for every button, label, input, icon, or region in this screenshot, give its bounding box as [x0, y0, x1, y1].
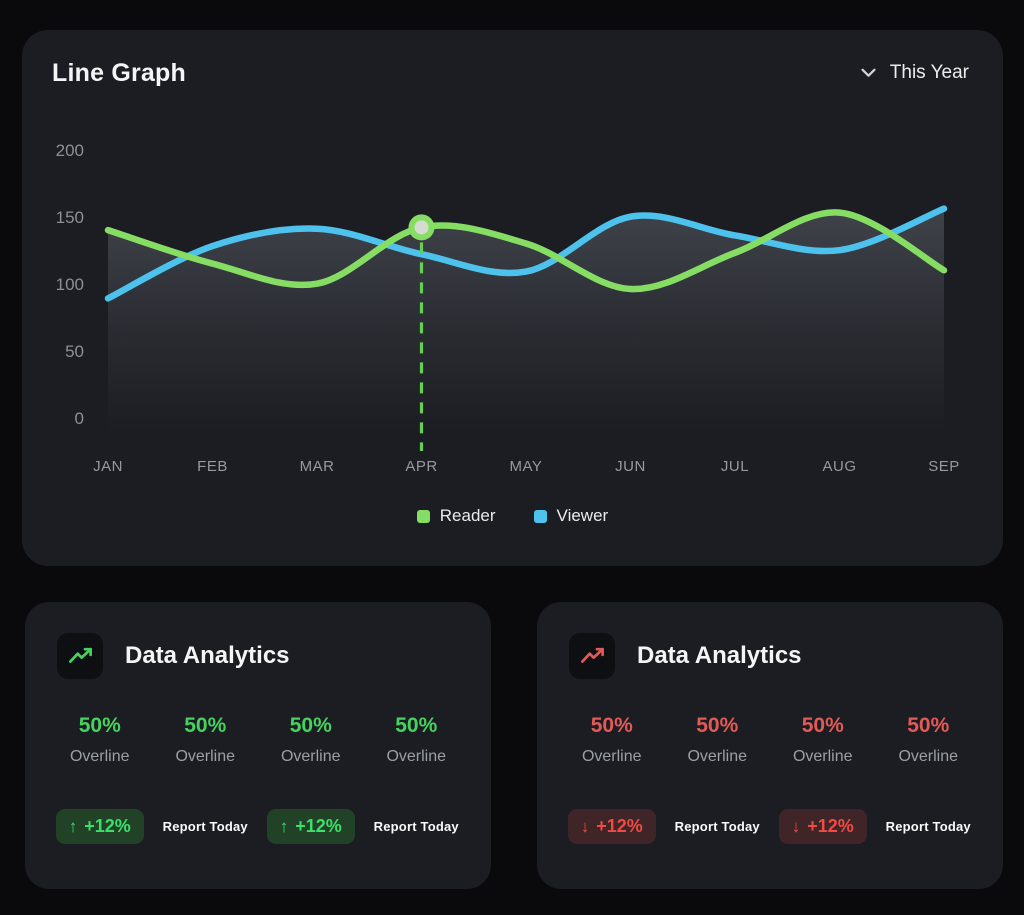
x-tick-label: SEP: [928, 458, 960, 475]
y-tick-label: 100: [55, 275, 84, 294]
card-title: Data Analytics: [125, 642, 290, 669]
stat-value: 50%: [696, 714, 739, 737]
period-label: This Year: [889, 62, 969, 83]
stat-label: Overline: [69, 748, 130, 765]
stat-label: Overline: [386, 748, 447, 765]
report-today-label: Report Today: [162, 818, 248, 834]
x-tick-label: AUG: [822, 458, 857, 475]
x-tick-label: JUL: [720, 458, 750, 475]
card-title: Data Analytics: [637, 642, 802, 669]
badge-text: +12%: [84, 815, 131, 836]
x-tick-label: MAR: [299, 458, 335, 475]
stat-value: 50%: [907, 714, 950, 737]
stat-label: Overline: [792, 748, 853, 765]
badge-text: +12%: [807, 815, 854, 836]
stat: 50% Overline: [665, 714, 771, 766]
analytics-card-negative: Data Analytics 50% Overline 50% Overline 50%…: [537, 602, 1003, 889]
legend-swatch: [416, 509, 430, 523]
reader-line: [104, 209, 948, 293]
y-tick-label: 0: [74, 409, 84, 428]
arrow-down-icon: ↓: [791, 816, 801, 836]
trend-line-icon: [569, 633, 615, 679]
y-tick-label: 50: [65, 342, 84, 361]
stat-label: Overline: [175, 748, 236, 765]
stat-label: Overline: [581, 748, 642, 765]
report-today-label: Report Today: [885, 818, 971, 834]
trend-badge[interactable]: ↑ +12%: [55, 808, 144, 844]
badge-text: +12%: [596, 815, 643, 836]
x-tick-label: MAY: [509, 458, 543, 475]
y-tick-label: 200: [55, 141, 84, 160]
stat-value: 50%: [289, 714, 332, 737]
stats-row: 50% Overline 50% Overline 50% Overline 50% Over…: [47, 714, 469, 766]
legend-item-reader[interactable]: Reader: [416, 506, 496, 526]
legend-swatch: [533, 509, 547, 523]
stat-value: 50%: [395, 714, 438, 737]
actions-row: ↑ +12% Report Today ↑ +12% Report Today: [47, 804, 469, 848]
x-tick-label: FEB: [197, 458, 228, 475]
arrow-up-icon: ↑: [68, 816, 78, 836]
stat-value: 50%: [184, 714, 227, 737]
actions-row: ↓ +12% Report Today ↓ +12% Report Today: [559, 804, 981, 848]
stat: 50% Overline: [876, 714, 982, 766]
x-tick-label: APR: [405, 458, 438, 475]
stat-label: Overline: [687, 748, 748, 765]
highlight-marker[interactable]: [408, 214, 435, 241]
stat: 50% Overline: [770, 714, 876, 766]
chevron-down-icon: [861, 68, 876, 77]
x-tick-label: JUN: [615, 458, 646, 475]
stat: 50% Overline: [364, 714, 470, 766]
legend-label: Reader: [439, 506, 496, 525]
card-header: Data Analytics: [57, 633, 290, 679]
trend-line-icon: [57, 633, 103, 679]
x-tick-label: JAN: [93, 458, 123, 475]
report-today-label: Report Today: [674, 818, 760, 834]
chart-header: Line Graph This Year: [52, 56, 971, 90]
arrow-up-icon: ↑: [279, 816, 289, 836]
trend-badge[interactable]: ↑ +12%: [266, 808, 355, 844]
page-title: Line Graph: [52, 58, 186, 87]
report-today-label: Report Today: [373, 818, 459, 834]
chart-area-fill: [108, 208, 944, 432]
line-chart: [104, 205, 948, 451]
stat-value: 50%: [801, 714, 844, 737]
card-header: Data Analytics: [569, 633, 802, 679]
stats-row: 50% Overline 50% Overline 50% Overline 50% Over…: [559, 714, 981, 766]
stat: 50% Overline: [153, 714, 259, 766]
legend-label: Viewer: [556, 506, 609, 525]
stat: 50% Overline: [559, 714, 665, 766]
stat-label: Overline: [898, 748, 959, 765]
legend-item-viewer[interactable]: Viewer: [533, 506, 609, 526]
stat-value: 50%: [590, 714, 633, 737]
badge-text: +12%: [295, 815, 342, 836]
stat-value: 50%: [78, 714, 121, 737]
y-tick-label: 150: [55, 208, 84, 227]
trend-badge[interactable]: ↓ +12%: [567, 808, 656, 844]
viewer-line: [104, 205, 948, 302]
period-selector[interactable]: This Year: [859, 56, 971, 90]
chart-legend: Reader Viewer: [22, 506, 1003, 526]
line-graph-card: Line Graph This Year 0 50 100 150 200 JAN FEB…: [22, 30, 1003, 566]
trend-badge[interactable]: ↓ +12%: [778, 808, 867, 844]
stat: 50% Overline: [47, 714, 153, 766]
analytics-card-positive: Data Analytics 50% Overline 50% Overline 50%…: [25, 602, 491, 889]
stat: 50% Overline: [258, 714, 364, 766]
arrow-down-icon: ↓: [580, 816, 590, 836]
stat-label: Overline: [280, 748, 341, 765]
